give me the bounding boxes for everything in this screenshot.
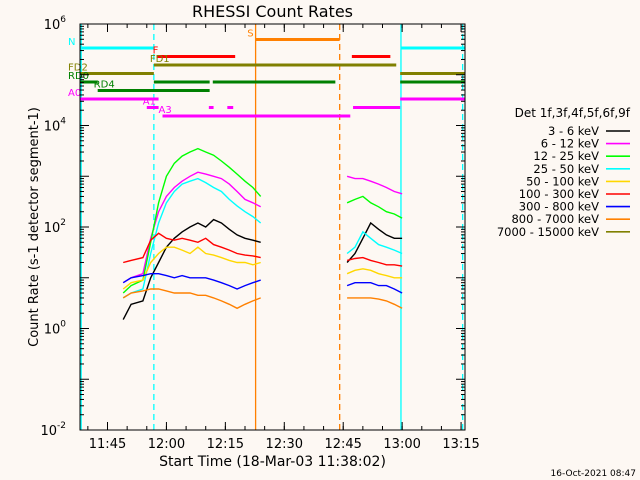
flag-label-f: F — [153, 46, 159, 57]
flag-label-fd2: FD2 — [68, 63, 88, 74]
series-line-5-seg-2 — [346, 268, 403, 279]
plot-frame — [79, 23, 466, 431]
x-tick-label-2: 12:00 — [148, 437, 185, 452]
legend-label-4: 25 - 50 keV — [533, 162, 599, 176]
legend-label-5: 50 - 100 keV — [526, 174, 599, 188]
legend-label-3: 12 - 25 keV — [533, 149, 599, 163]
chart-title: RHESSI Count Rates — [192, 2, 353, 21]
x-tick-label-6: 13:00 — [383, 437, 420, 452]
series-line-6-seg-1 — [123, 232, 261, 264]
series-line-1-seg-1 — [122, 218, 261, 320]
series-line-1-seg-2 — [346, 221, 403, 263]
legend-label-2: 6 - 12 keV — [541, 137, 599, 151]
legend-label-6: 100 - 300 keV — [519, 187, 599, 201]
y-tick-label-4: 104 — [44, 117, 67, 135]
series-line-8-seg-1 — [122, 288, 261, 310]
series-line-4-seg-2 — [346, 230, 403, 255]
flag-label-rd0: RD0 — [68, 71, 89, 82]
flag-label-a3: A3 — [159, 105, 172, 116]
series-line-5-seg-1 — [122, 246, 261, 290]
series-line-2-seg-2 — [346, 175, 403, 195]
legend-label-7: 300 - 800 keV — [519, 200, 599, 214]
legend-label-1: 3 - 6 keV — [548, 124, 599, 138]
x-tick-label-4: 12:30 — [266, 437, 303, 452]
flag-label-a0: A0 — [68, 88, 81, 99]
x-tick-label-3: 12:15 — [207, 437, 244, 452]
y-tick-label-1: 10-2 — [40, 421, 66, 439]
series-line-4-seg-1 — [122, 177, 262, 299]
x-tick-label-1: 11:45 — [89, 437, 126, 452]
series-line-3-seg-2 — [346, 195, 403, 219]
flag-label-a1: A1 — [143, 97, 156, 108]
series-line-6-seg-2 — [346, 256, 403, 267]
flag-label-s: S — [247, 29, 253, 40]
series-line-8-seg-2 — [347, 297, 403, 309]
legend-label-9: 7000 - 15000 keV — [497, 225, 599, 239]
date-stamp: 16-Oct-2021 08:47 — [551, 469, 636, 479]
series-line-3-seg-1 — [122, 147, 262, 294]
series-line-7-seg-1 — [122, 273, 261, 290]
flag-label-fd1: FD1 — [150, 54, 170, 65]
legend-title: Det 1f,3f,4f,5f,6f,9f — [515, 106, 631, 120]
flag-label-n: N — [68, 37, 75, 48]
series-line-7-seg-2 — [346, 282, 403, 294]
y-tick-label-2: 100 — [44, 320, 67, 338]
y-axis-label: Count Rate (s-1 detector segment-1) — [27, 107, 42, 347]
flag-label-rd4: RD4 — [94, 80, 115, 91]
series-line-2-seg-1 — [122, 171, 262, 284]
x-tick-label-7: 13:15 — [442, 437, 479, 452]
y-tick-label-5: 106 — [44, 15, 67, 33]
legend-label-8: 800 - 7000 keV — [511, 212, 599, 226]
x-tick-label-5: 12:45 — [324, 437, 361, 452]
x-axis-label: Start Time (18-Mar-03 11:38:02) — [159, 454, 386, 470]
y-tick-label-3: 102 — [44, 218, 66, 236]
